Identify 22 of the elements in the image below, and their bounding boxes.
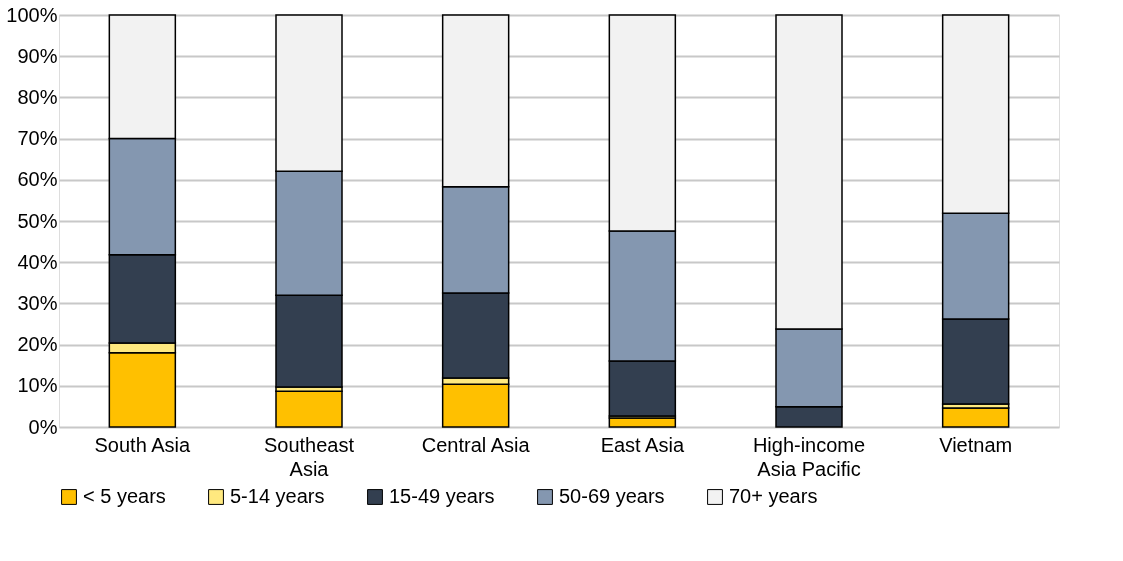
y-tick-label: 90% [17, 44, 58, 67]
y-tick-label: 50% [17, 209, 58, 232]
y-tick-label: 0% [28, 415, 58, 438]
y-tick-label: 30% [17, 291, 58, 314]
x-tick-label: High-income Asia Pacific [752, 433, 866, 480]
y-tick-label: 80% [17, 85, 58, 108]
x-tick-label: South Asia [94, 433, 192, 456]
legend-label: 15-49 years [389, 485, 495, 507]
legend-label: 5-14 years [230, 485, 325, 507]
legend-label: 70+ years [729, 485, 818, 507]
y-tick-label: 60% [17, 168, 58, 191]
y-tick-label: 70% [17, 127, 58, 150]
y-tick-label: 100% [6, 3, 58, 26]
x-tick-label: Vietnam [939, 433, 1013, 456]
x-tick-label: East Asia [600, 433, 685, 456]
y-tick-label: 40% [17, 250, 58, 273]
y-tick-label: 20% [17, 333, 58, 356]
y-tick-label: 10% [17, 374, 58, 397]
legend-label: 50-69 years [559, 485, 665, 507]
legend-label: < 5 years [83, 485, 166, 507]
x-tick-label: Southeast Asia [263, 433, 355, 480]
x-tick-label: Central Asia [421, 433, 531, 456]
